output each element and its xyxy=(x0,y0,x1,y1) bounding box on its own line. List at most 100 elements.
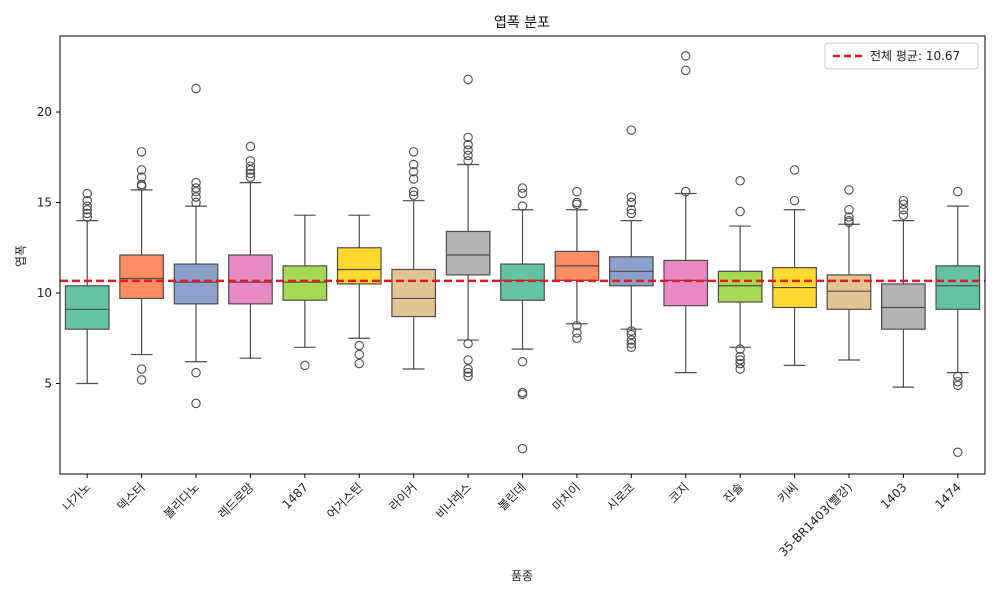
outlier-point xyxy=(408,190,419,201)
outlier-point xyxy=(626,335,637,345)
outlier-point xyxy=(408,147,419,157)
outlier-point xyxy=(626,208,637,219)
box-group xyxy=(500,183,545,454)
box-group xyxy=(119,147,164,385)
outlier-point xyxy=(191,83,201,94)
box-group xyxy=(826,185,872,361)
box-group xyxy=(554,186,600,344)
outlier-point xyxy=(191,183,201,193)
outlier-point xyxy=(300,360,310,371)
box-iqr xyxy=(282,265,328,301)
outlier-point xyxy=(463,139,473,150)
legend: 전체 평균: 10.67 xyxy=(824,42,979,70)
outlier-point xyxy=(463,74,473,85)
outlier-point xyxy=(463,371,473,382)
outlier-point xyxy=(245,141,256,152)
outlier-point xyxy=(245,161,256,172)
outlier-point xyxy=(844,215,854,226)
outlier-point xyxy=(191,177,201,188)
outlier-point xyxy=(463,150,473,161)
box-iqr xyxy=(935,265,981,310)
outlier-point xyxy=(953,186,963,197)
outlier-point xyxy=(245,165,256,175)
outlier-point xyxy=(626,197,637,208)
outlier-point xyxy=(626,326,637,336)
outlier-point xyxy=(517,357,528,367)
outlier-point xyxy=(789,195,800,206)
box-iqr xyxy=(119,254,164,300)
box-iqr xyxy=(717,270,763,303)
outlier-point xyxy=(735,358,745,369)
outlier-point xyxy=(191,192,201,202)
outlier-point xyxy=(626,205,637,215)
outlier-point xyxy=(245,172,256,182)
outlier-point xyxy=(408,186,419,197)
box-group xyxy=(881,195,926,388)
outlier-point xyxy=(463,367,473,378)
outlier-point xyxy=(517,387,528,398)
outlier-point xyxy=(626,329,637,340)
outlier-point xyxy=(517,443,528,454)
box-iqr xyxy=(64,285,110,330)
outlier-point xyxy=(463,364,473,374)
outlier-point xyxy=(82,201,92,211)
box-iqr xyxy=(500,263,545,301)
outlier-point xyxy=(953,371,963,382)
outlier-point xyxy=(517,201,528,211)
y-tick-label: 5 xyxy=(44,377,52,391)
legend-mean-label: 전체 평균: 10.67 xyxy=(870,49,960,63)
box-iqr xyxy=(663,259,709,307)
outlier-point xyxy=(626,125,637,135)
box-group xyxy=(173,83,219,409)
outlier-point xyxy=(898,199,909,210)
y-tick-label: 20 xyxy=(37,105,52,119)
outlier-point xyxy=(136,179,147,190)
outlier-point xyxy=(245,168,256,179)
outlier-point xyxy=(844,205,854,215)
outlier-point xyxy=(354,358,365,369)
outlier-point xyxy=(844,212,854,222)
outlier-point xyxy=(463,156,473,166)
outlier-point xyxy=(463,145,473,155)
outlier-point xyxy=(191,186,201,197)
outlier-point xyxy=(517,188,528,199)
y-tick-label: 15 xyxy=(37,196,52,210)
box-group xyxy=(717,176,763,374)
box-iqr xyxy=(445,230,491,276)
y-tick-label: 10 xyxy=(37,286,52,300)
outlier-point xyxy=(191,398,201,409)
outlier-point xyxy=(572,197,582,208)
outlier-point xyxy=(572,333,582,344)
outlier-point xyxy=(735,176,745,186)
x-axis-title: 품종 xyxy=(511,569,533,583)
box-group xyxy=(228,141,273,359)
box-iqr xyxy=(336,247,382,285)
outlier-point xyxy=(191,367,201,378)
outlier-point xyxy=(82,195,92,206)
outlier-point xyxy=(789,165,800,175)
box-iqr xyxy=(881,283,926,330)
outlier-point xyxy=(953,380,963,391)
outlier-point xyxy=(953,376,963,387)
outlier-point xyxy=(82,188,92,199)
outlier-point xyxy=(572,186,582,197)
outlier-point xyxy=(354,349,365,360)
box-iqr xyxy=(391,268,437,318)
outlier-point xyxy=(136,364,147,374)
outlier-point xyxy=(680,186,691,197)
box-group xyxy=(64,188,110,385)
chart-title: 엽폭 분포 xyxy=(494,15,550,31)
outlier-point xyxy=(191,197,201,208)
legend-box xyxy=(824,42,979,70)
outlier-point xyxy=(245,156,256,166)
box-iqr xyxy=(228,254,273,305)
box-group xyxy=(935,186,981,458)
box-group xyxy=(445,74,491,382)
outlier-point xyxy=(408,166,419,177)
outlier-point xyxy=(626,338,637,349)
outlier-point xyxy=(898,205,909,215)
outlier-point xyxy=(354,340,365,351)
outlier-point xyxy=(82,208,92,219)
outlier-point xyxy=(463,132,473,143)
